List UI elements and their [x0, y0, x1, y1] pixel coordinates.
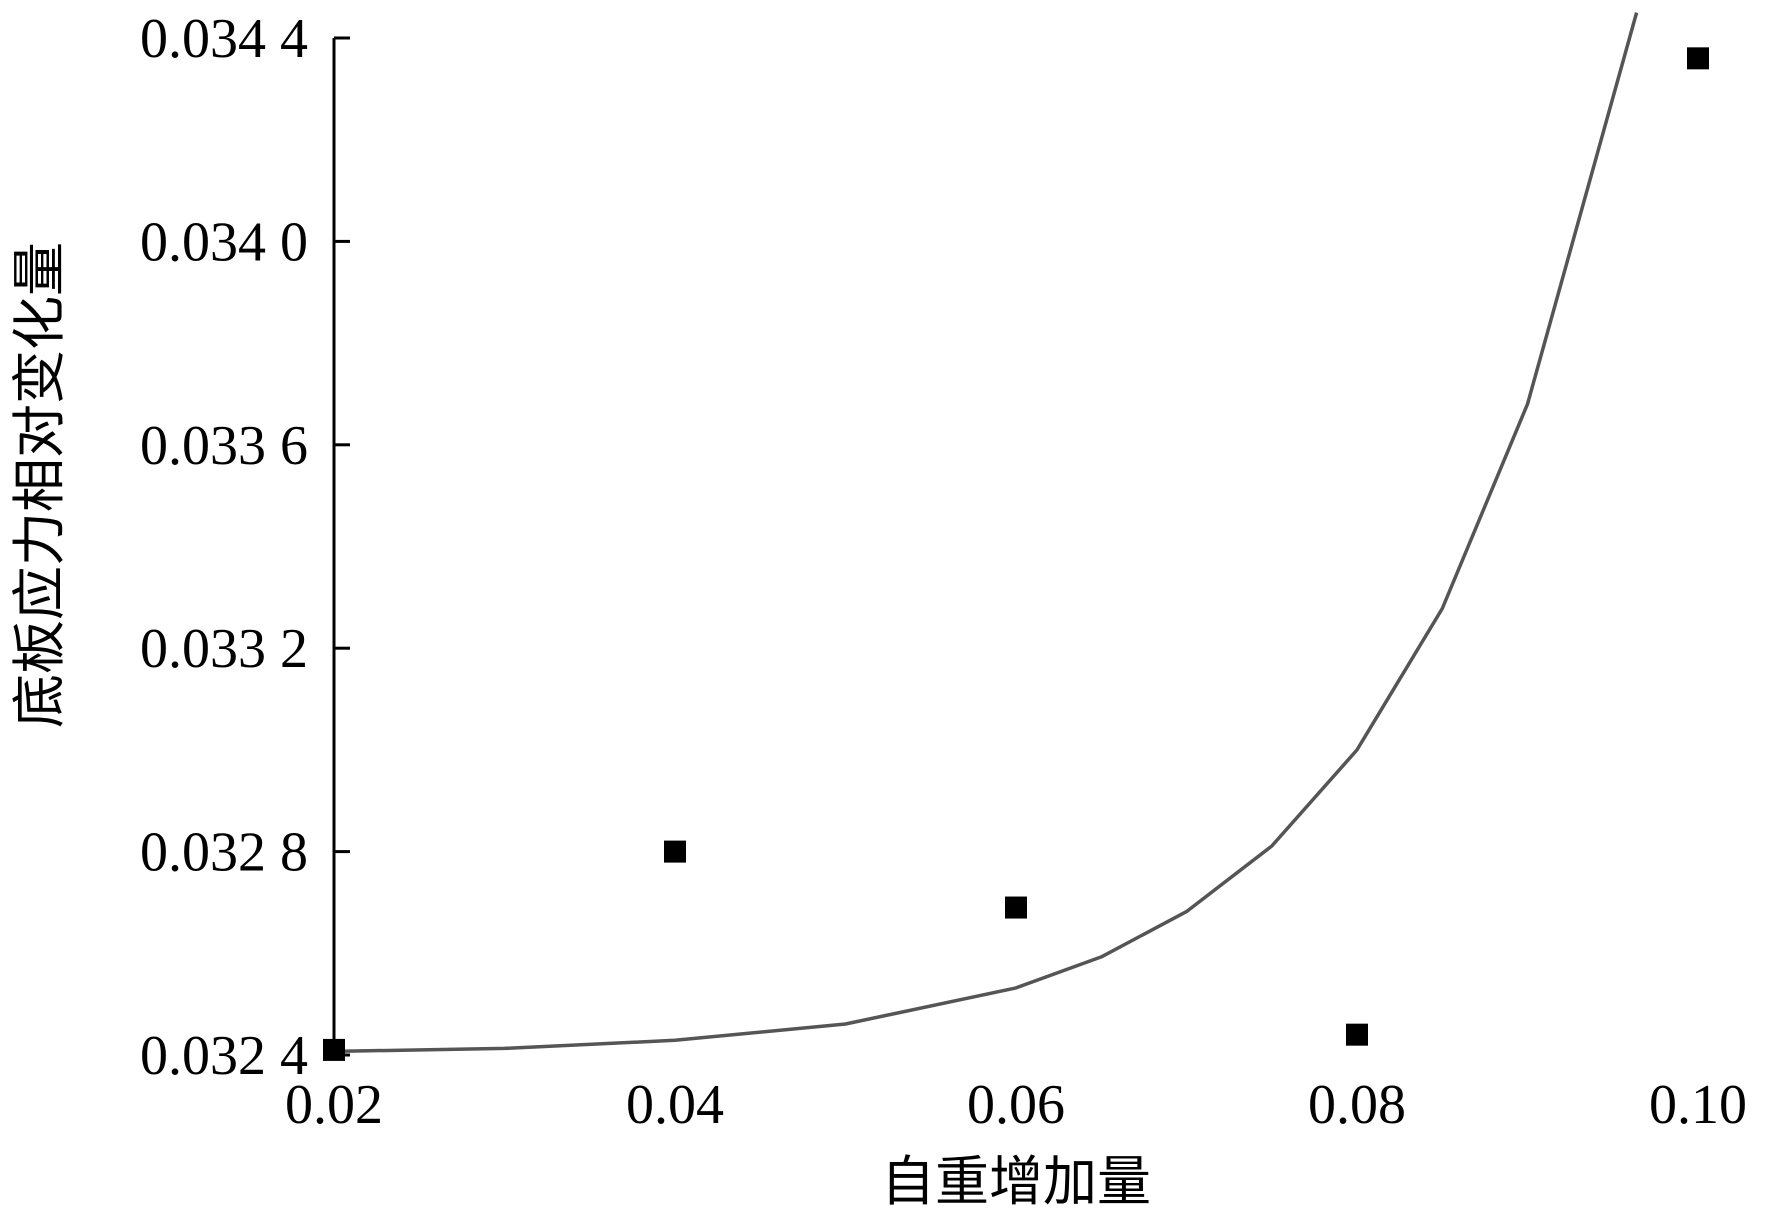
x-tick-label: 0.10 — [1649, 1074, 1747, 1136]
data-point — [323, 1038, 345, 1061]
y-tick-label: 0.034 0 — [140, 211, 308, 273]
data-point — [1687, 47, 1709, 70]
y-tick-label: 0.033 6 — [140, 415, 308, 477]
data-point — [1005, 896, 1027, 919]
fit-curve-layer — [333, 12, 1639, 1054]
y-tick-label: 0.034 4 — [140, 8, 308, 70]
x-tick-label: 0.06 — [967, 1074, 1065, 1136]
x-tick-label: 0.04 — [626, 1074, 724, 1136]
scatter-points-layer — [323, 47, 1709, 1061]
data-point — [1346, 1023, 1368, 1046]
data-point — [664, 840, 686, 863]
axes: 0.032 4 0.032 8 0.033 2 0.033 6 0.034 0 0.034… — [140, 8, 1747, 1136]
x-tick-label: 0.02 — [285, 1074, 383, 1136]
y-tick-label: 0.032 8 — [140, 822, 308, 884]
y-tick-label: 0.032 4 — [140, 1025, 308, 1087]
y-tick-label: 0.033 2 — [140, 618, 308, 680]
y-axis-label: 底板应力相对变化量 — [10, 242, 70, 728]
x-axis-label: 自重增加量 — [881, 1152, 1151, 1212]
x-tick-label: 0.08 — [1308, 1074, 1406, 1136]
fit-curve — [333, 12, 1639, 1054]
